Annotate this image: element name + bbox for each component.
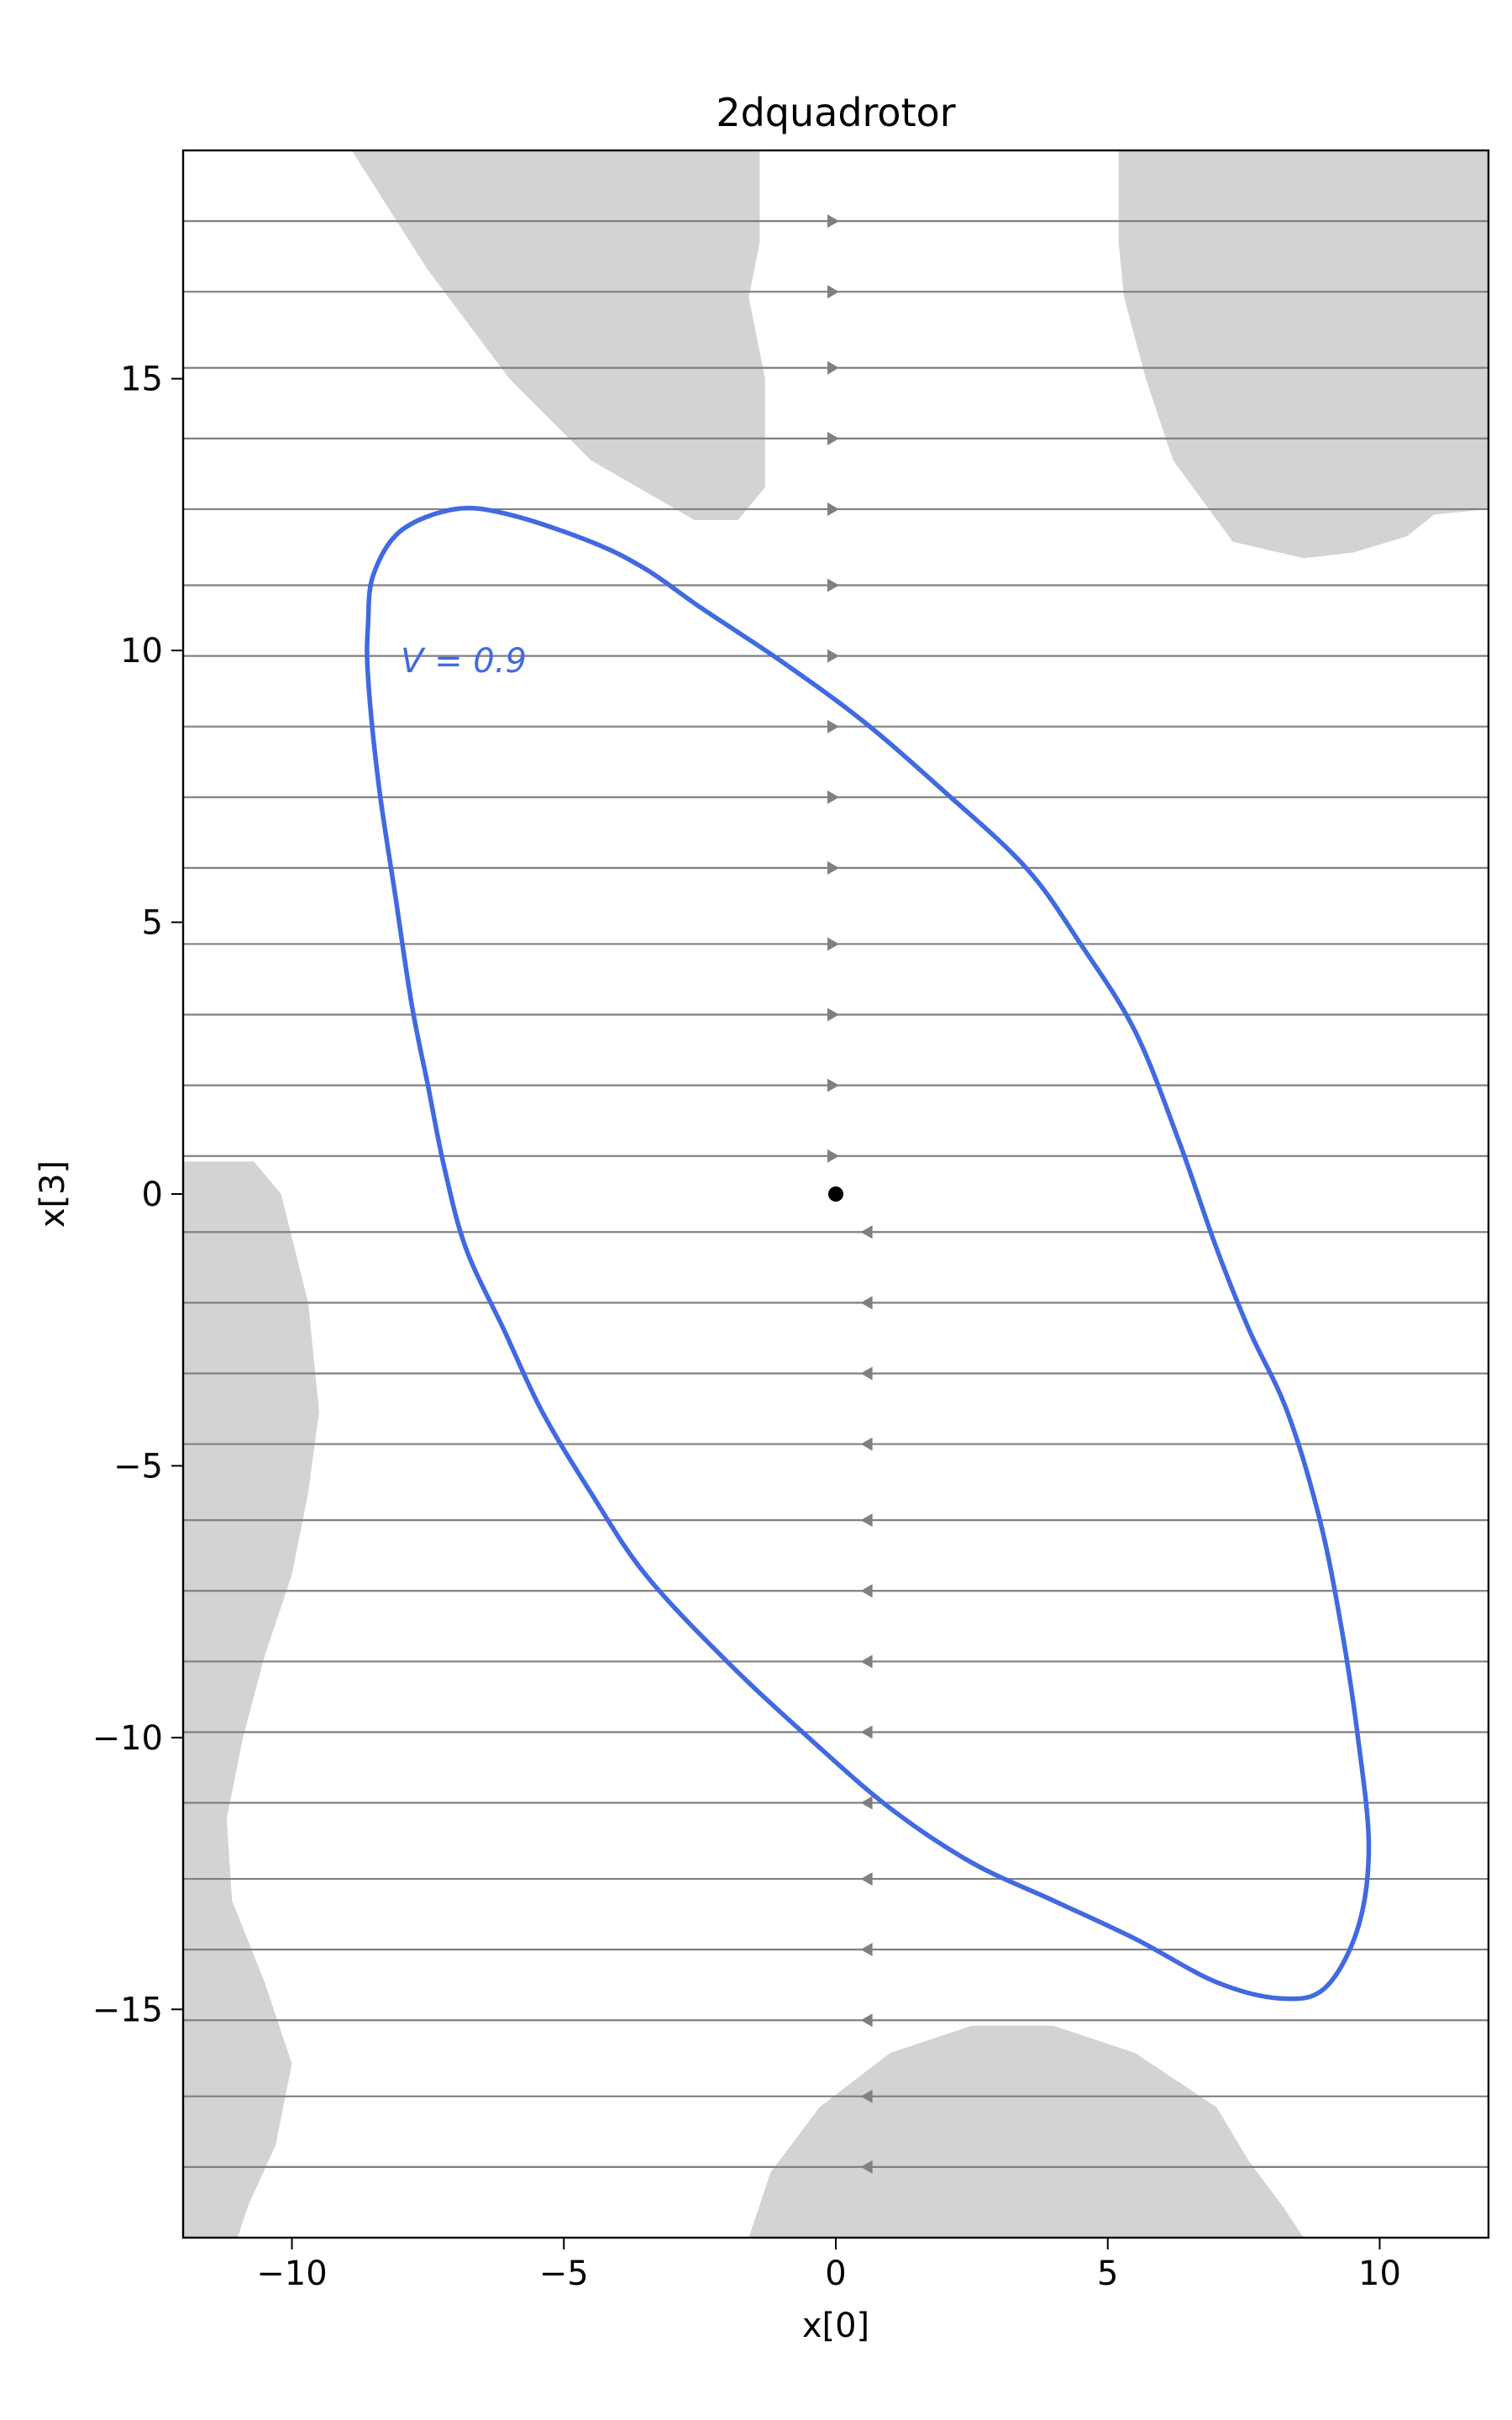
unsafe-region-top-center	[351, 150, 765, 520]
streamline-arrow	[860, 1725, 873, 1739]
streamline-arrow	[827, 649, 839, 663]
y-tick-label: 15	[120, 360, 163, 399]
streamline-arrow	[827, 719, 839, 734]
streamline-arrow	[827, 1007, 839, 1022]
level-set-label: V = 0.9	[401, 642, 527, 681]
chart-title: 2dquadrotor	[716, 90, 955, 135]
streamline-arrow	[827, 1149, 839, 1163]
y-tick-label: 0	[142, 1176, 163, 1214]
streamline-arrow	[860, 1796, 873, 1810]
unsafe-region-top-right	[1118, 150, 1488, 559]
streamline-arrow	[827, 790, 839, 804]
unsafe-region-bottom-center	[748, 2025, 1304, 2238]
level-set-layer	[365, 505, 1372, 2002]
y-tick-label: −15	[92, 1991, 163, 2029]
equilibrium-point	[828, 1186, 843, 1202]
streamline-arrow	[860, 1366, 873, 1381]
streamline-arrow	[860, 1655, 873, 1669]
streamline-arrow	[827, 937, 839, 951]
streamline-arrow	[860, 2089, 873, 2103]
x-axis-label: x[0]	[802, 2307, 869, 2345]
y-tick-label: 10	[120, 632, 163, 671]
x-tick-label: −5	[539, 2254, 589, 2293]
streamline-arrow	[860, 2160, 873, 2174]
streamline-arrow	[860, 1943, 873, 1957]
y-tick-label: 5	[142, 904, 163, 943]
streamline-arrow	[860, 1513, 873, 1528]
streamline-arrow	[827, 431, 839, 445]
streamline-arrow	[827, 1078, 839, 1092]
streamline-arrow	[827, 214, 839, 229]
streamline-arrow	[860, 1584, 873, 1598]
streamline-arrow	[827, 502, 839, 516]
streamline-arrow	[827, 578, 839, 592]
equilibrium-layer	[828, 1186, 843, 1202]
y-tick-label: −10	[92, 1719, 163, 1758]
streamline-arrow	[860, 1225, 873, 1239]
level-set-curve	[365, 505, 1372, 2002]
unsafe-regions	[183, 150, 1488, 2238]
x-tick-label: −10	[256, 2254, 327, 2293]
streamline-arrow	[860, 1296, 873, 1310]
y-axis-label: x[3]	[34, 1160, 72, 1228]
streamline-arrow	[827, 360, 839, 375]
streamline-arrow	[860, 2013, 873, 2028]
unsafe-region-left	[183, 1161, 319, 2238]
streamline-arrow	[860, 1872, 873, 1886]
streamline-arrow	[860, 1437, 873, 1451]
axis-ticks: −10 −5 0 5 10 −15 −10 −5 0 5 10 15	[92, 360, 1401, 2293]
y-tick-label: −5	[113, 1447, 163, 1486]
x-tick-label: 10	[1358, 2254, 1401, 2293]
streamline-arrow	[827, 860, 839, 875]
x-tick-label: 0	[825, 2254, 846, 2293]
streamline-arrow	[827, 285, 839, 299]
x-tick-label: 5	[1097, 2254, 1118, 2293]
